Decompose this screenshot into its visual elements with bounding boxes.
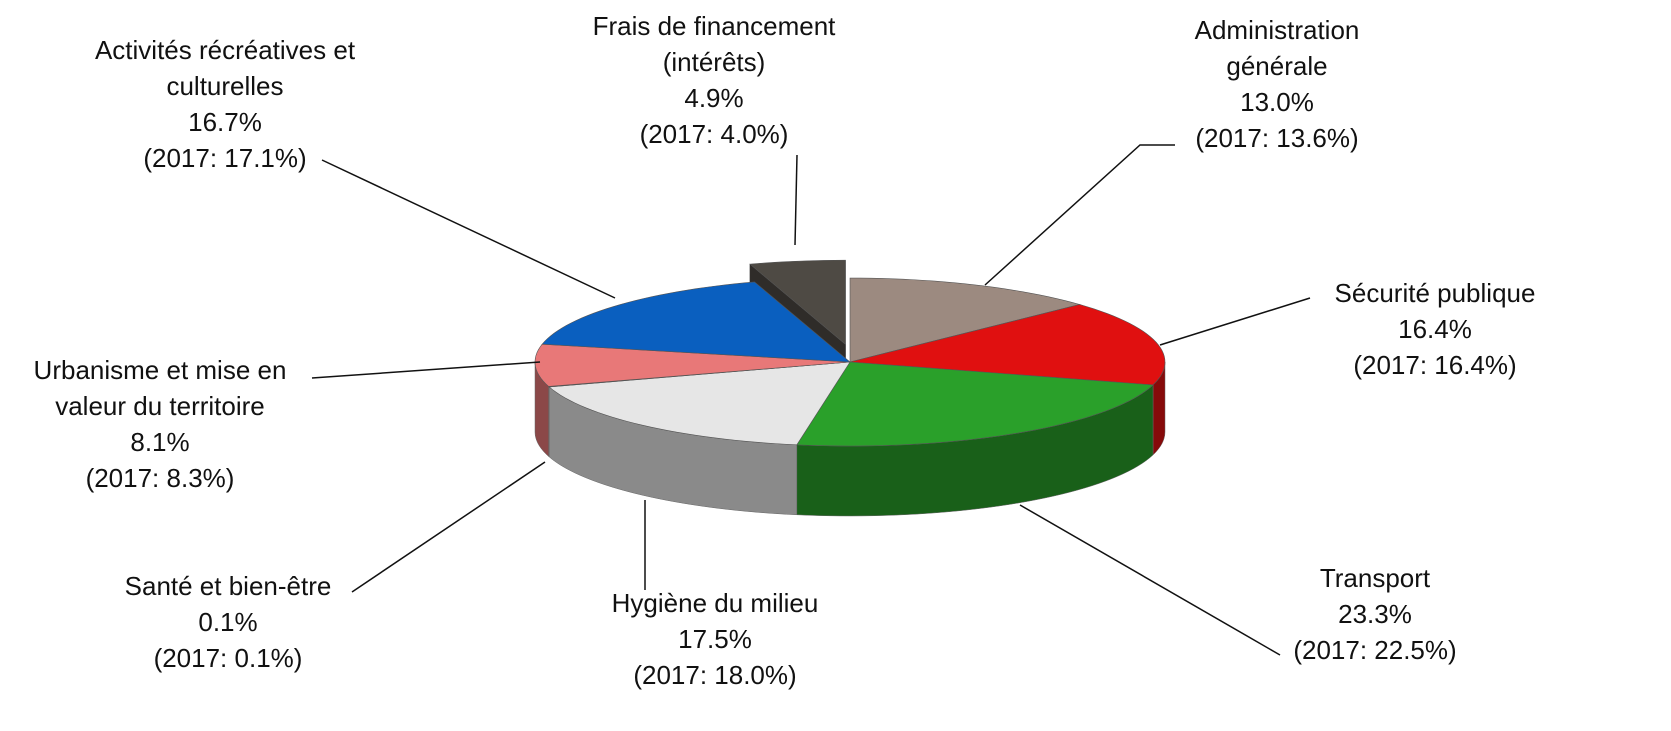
prior-label: (2017: 17.1%): [65, 140, 385, 176]
prior-label: (2017: 16.4%): [1295, 347, 1575, 383]
leader-line: [985, 145, 1175, 285]
prior-label: (2017: 8.3%): [5, 460, 315, 496]
category-label: Urbanisme et mise en valeur du territoir…: [5, 352, 315, 424]
value-label: 13.0%: [1172, 84, 1382, 120]
category-label: Santé et bien-être: [88, 568, 368, 604]
value-label: 17.5%: [565, 621, 865, 657]
leader-line: [1160, 298, 1310, 345]
leader-line: [795, 155, 797, 245]
prior-label: (2017: 13.6%): [1172, 120, 1382, 156]
value-label: 8.1%: [5, 424, 315, 460]
leader-line: [322, 160, 615, 298]
leader-line: [352, 462, 545, 592]
value-label: 16.7%: [65, 104, 385, 140]
category-label: Activités récréatives et culturelles: [65, 32, 385, 104]
value-label: 4.9%: [564, 80, 864, 116]
prior-label: (2017: 0.1%): [88, 640, 368, 676]
value-label: 23.3%: [1275, 596, 1475, 632]
leader-line: [1020, 505, 1280, 655]
chart: Administration générale13.0%(2017: 13.6%…: [0, 0, 1671, 731]
value-label: 0.1%: [88, 604, 368, 640]
slice-label: Frais de financement (intérêts)4.9%(2017…: [564, 8, 864, 152]
category-label: Administration générale: [1172, 12, 1382, 84]
prior-label: (2017: 18.0%): [565, 657, 865, 693]
category-label: Hygiène du milieu: [565, 585, 865, 621]
prior-label: (2017: 4.0%): [564, 116, 864, 152]
category-label: Transport: [1275, 560, 1475, 596]
prior-label: (2017: 22.5%): [1275, 632, 1475, 668]
category-label: Sécurité publique: [1295, 275, 1575, 311]
category-label: Frais de financement (intérêts): [564, 8, 864, 80]
slice-label: Urbanisme et mise en valeur du territoir…: [5, 352, 315, 496]
leader-line: [312, 362, 540, 378]
value-label: 16.4%: [1295, 311, 1575, 347]
